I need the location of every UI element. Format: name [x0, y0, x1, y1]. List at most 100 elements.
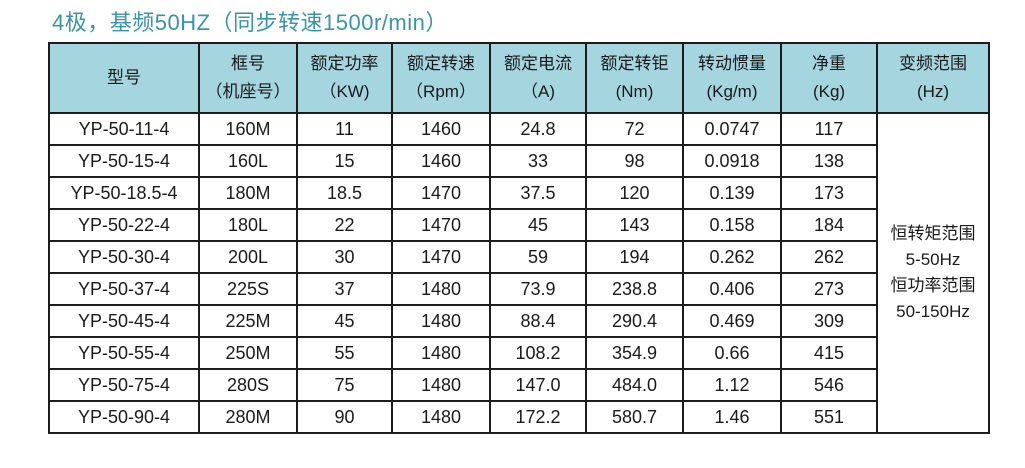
table-row: YP-50-18.5-4 180M 18.5 1470 37.5 120 0.139 173 [48, 176, 989, 210]
value-cell: 1480 [391, 400, 491, 434]
value-cell: 117 [780, 112, 878, 146]
model-cell: YP-50-18.5-4 [48, 176, 200, 210]
value-cell: 1480 [391, 368, 491, 402]
freq-range-line: 5-50Hz [905, 250, 961, 269]
value-cell: 90 [296, 400, 393, 434]
value-cell: 55 [296, 336, 393, 370]
column-header-2: 额定功率 （KW) [296, 42, 393, 114]
value-cell: 0.0747 [682, 112, 782, 146]
value-cell: 24.8 [489, 112, 587, 146]
table-row: YP-50-55-4 250M 55 1480 108.2 354.9 0.66 415 [48, 336, 989, 370]
value-cell: 225M [198, 304, 298, 338]
value-cell: 1470 [391, 240, 491, 274]
column-header-line1: 变频范围 [899, 53, 967, 73]
value-cell: 1460 [391, 144, 491, 178]
table-row: YP-50-37-4 225S 37 1480 73.9 238.8 0.406 273 [48, 272, 989, 306]
value-cell: 160L [198, 144, 298, 178]
value-cell: 22 [296, 208, 393, 242]
table-body: YP-50-11-4 160M 11 1460 24.8 72 0.0747 117 恒转矩范围… [48, 112, 990, 434]
value-cell: 273 [780, 272, 878, 306]
column-header-line1: 型号 [107, 67, 141, 87]
value-cell: 180L [198, 208, 298, 242]
freq-range-line: 恒功率范围 [890, 276, 976, 295]
freq-range-line: 恒转矩范围 [890, 224, 976, 243]
freq-range-line: 50-150Hz [896, 302, 970, 321]
value-cell: 484.0 [585, 368, 684, 402]
value-cell: 0.262 [682, 240, 782, 274]
column-header-0: 型号 [48, 42, 200, 114]
model-cell: YP-50-45-4 [48, 304, 200, 338]
column-header-line1: 额定电流 [504, 53, 572, 73]
value-cell: 33 [489, 144, 587, 178]
column-header-line2: （Rpm） [406, 82, 476, 101]
header-row: 型号 框号 （机座号） 额定功率 （KW) 额定转速 （Rpm） 额定电流 （A) 额定转钜 (Nm… [48, 42, 990, 114]
column-header-line1: 额定功率 [310, 53, 379, 73]
value-cell: 45 [296, 304, 393, 338]
value-cell: 30 [296, 240, 393, 274]
value-cell: 98 [585, 144, 684, 178]
value-cell: 45 [489, 208, 587, 242]
column-header-8: 变频范围 (Hz) [876, 42, 990, 114]
column-header-line1: 框号 [231, 53, 265, 73]
value-cell: 108.2 [489, 336, 587, 370]
table-row: YP-50-30-4 200L 30 1470 59 194 0.262 262 [48, 240, 989, 274]
value-cell: 18.5 [296, 176, 393, 210]
table-row: YP-50-75-4 280S 75 1480 147.0 484.0 1.12 546 [48, 368, 989, 402]
column-header-7: 净重 (Kg) [780, 42, 878, 114]
value-cell: 200L [198, 240, 298, 274]
column-header-line1: 净重 [812, 53, 846, 73]
value-cell: 1470 [391, 208, 491, 242]
table-row: YP-50-90-4 280M 90 1480 172.2 580.7 1.46 551 [48, 400, 989, 434]
value-cell: 75 [296, 368, 393, 402]
value-cell: 1460 [391, 112, 491, 146]
column-header-line1: 转动惯量 [698, 53, 766, 73]
value-cell: 88.4 [489, 304, 587, 338]
spec-table: 型号 框号 （机座号） 额定功率 （KW) 额定转速 （Rpm） 额定电流 （A) 额定转钜 (Nm… [48, 42, 990, 434]
value-cell: 280S [198, 368, 298, 402]
column-header-line2: (Hz) [916, 82, 950, 101]
value-cell: 280M [198, 400, 298, 434]
model-cell: YP-50-55-4 [48, 336, 200, 370]
model-cell: YP-50-90-4 [48, 400, 200, 434]
table-row: YP-50-22-4 180L 22 1470 45 143 0.158 184 [48, 208, 989, 242]
value-cell: 0.139 [682, 176, 782, 210]
value-cell: 180M [198, 176, 298, 210]
value-cell: 73.9 [489, 272, 587, 306]
value-cell: 0.469 [682, 304, 782, 338]
value-cell: 72 [585, 112, 684, 146]
value-cell: 160M [198, 112, 298, 146]
column-header-line2: (Kg/m) [706, 82, 758, 101]
value-cell: 1480 [391, 304, 491, 338]
column-header-line2: （A) [521, 82, 555, 101]
page-title: 4极，基频50HZ（同步转速1500r/min） [52, 10, 448, 35]
value-cell: 194 [585, 240, 684, 274]
table-row: YP-50-45-4 225M 45 1480 88.4 290.4 0.469 309 [48, 304, 989, 338]
value-cell: 250M [198, 336, 298, 370]
column-header-3: 额定转速 （Rpm） [391, 42, 491, 114]
value-cell: 59 [489, 240, 587, 274]
model-cell: YP-50-22-4 [48, 208, 200, 242]
column-header-line2: （机座号） [205, 82, 291, 101]
table-row: YP-50-15-4 160L 15 1460 33 98 0.0918 138 [48, 144, 989, 178]
value-cell: 37.5 [489, 176, 587, 210]
value-cell: 172.2 [489, 400, 587, 434]
column-header-line2: (Kg) [812, 82, 846, 101]
column-header-line2: (Nm) [615, 82, 654, 101]
value-cell: 120 [585, 176, 684, 210]
value-cell: 138 [780, 144, 878, 178]
column-header-line1: 额定转速 [407, 53, 475, 73]
value-cell: 1480 [391, 336, 491, 370]
value-cell: 238.8 [585, 272, 684, 306]
value-cell: 551 [780, 400, 878, 434]
value-cell: 37 [296, 272, 393, 306]
value-cell: 173 [780, 176, 878, 210]
value-cell: 0.0918 [682, 144, 782, 178]
value-cell: 225S [198, 272, 298, 306]
column-header-line2: （KW) [319, 82, 370, 101]
table-row: YP-50-11-4 160M 11 1460 24.8 72 0.0747 117 恒转矩范围… [48, 112, 990, 434]
column-header-line1: 额定转钜 [600, 53, 669, 73]
value-cell: 147.0 [489, 368, 587, 402]
model-cell: YP-50-30-4 [48, 240, 200, 274]
value-cell: 1.12 [682, 368, 782, 402]
